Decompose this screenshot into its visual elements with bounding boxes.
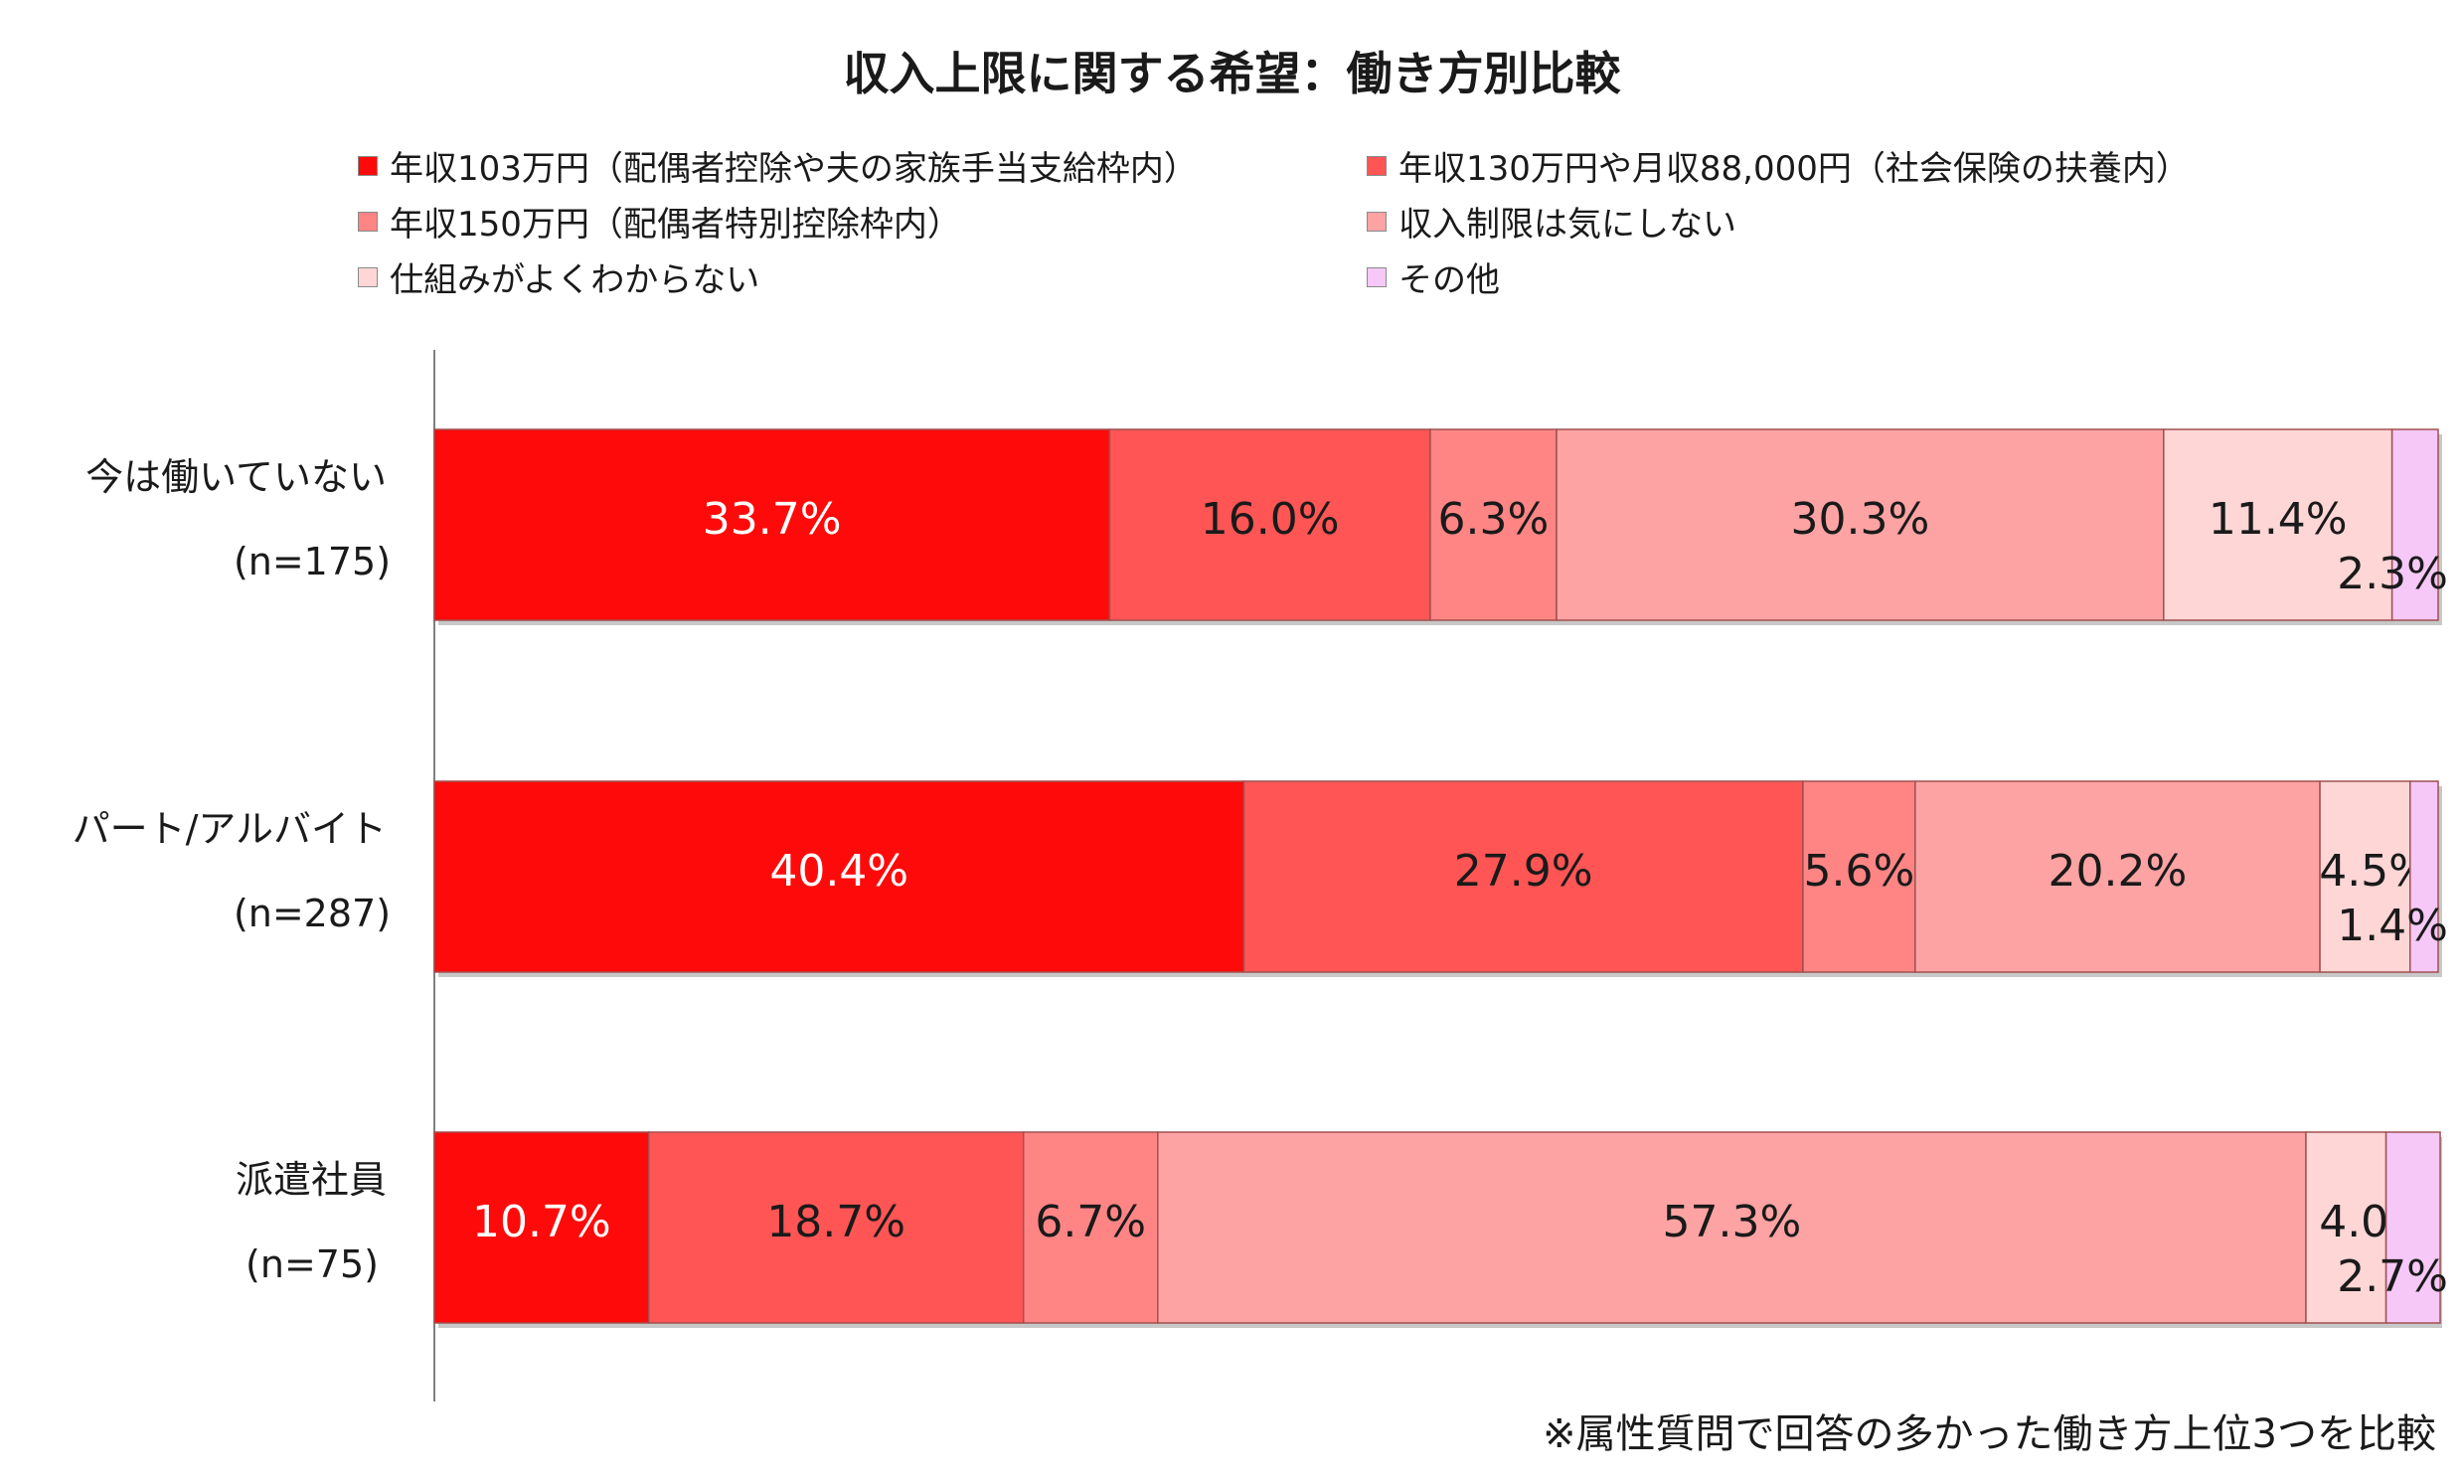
bar-segment (1022, 1131, 1159, 1324)
data-label: 11.4% (2209, 494, 2348, 545)
legend-label: 収入制限は気にしない (1398, 205, 1736, 245)
category-n-label: (n=287) (234, 892, 391, 935)
bar-segment (1157, 1131, 2307, 1324)
data-label: 5.6% (1803, 846, 1914, 897)
bar-segment (1242, 780, 1804, 973)
legend-swatch (358, 155, 378, 176)
data-label: 40.4% (769, 846, 908, 897)
category-label: パート/アルバイト (73, 807, 387, 851)
footnote: ※属性質問で回答の多かった働き方上位3つを比較 (1543, 1411, 2436, 1457)
bar-segment (2163, 428, 2393, 621)
bar-segment (2409, 780, 2439, 973)
data-label: 18.7% (766, 1197, 905, 1247)
bar-segment (1914, 780, 2321, 973)
category-label: 派遣社員 (236, 1158, 387, 1202)
bar-segment (1429, 428, 1558, 621)
legend-item: 年収130万円や月収88,000円（社会保険の扶養内） (1367, 141, 2190, 190)
legend-item: 仕組みがよくわからない (358, 252, 759, 301)
legend-item: 収入制限は気にしない (1367, 197, 1736, 246)
bar-segment (1556, 428, 2165, 621)
data-label: 1.4% (2337, 901, 2448, 951)
bar-segment (433, 780, 1245, 973)
legend-label: 年収130万円や月収88,000円（社会保険の扶養内） (1398, 149, 2190, 189)
bar-segment (1802, 780, 1916, 973)
data-label: 57.3% (1662, 1197, 1801, 1247)
data-label: 30.3% (1790, 494, 1929, 545)
data-label: 33.7% (703, 494, 842, 545)
legend-label: 仕組みがよくわからない (390, 260, 760, 300)
bar-segment (2384, 1131, 2441, 1324)
legend: 年収103万円（配偶者控除や夫の家族手当支給枠内） 年収130万円や月収88,00… (0, 141, 2464, 310)
category-label: 今は働いていない (85, 455, 387, 499)
legend-label: その他 (1398, 260, 1500, 300)
bar-segment (2319, 780, 2411, 973)
category-n-label: (n=75) (246, 1242, 379, 1286)
legend-swatch (1367, 266, 1387, 287)
bar-segment (2390, 428, 2439, 621)
data-label: 2.7% (2337, 1251, 2448, 1302)
data-label: 10.7% (472, 1197, 611, 1247)
data-label: 6.3% (1438, 494, 1550, 545)
legend-swatch (358, 266, 378, 287)
legend-label: 年収150万円（配偶者特別控除枠内） (390, 205, 961, 245)
legend-swatch (1367, 211, 1387, 232)
category-n-label: (n=175) (234, 540, 391, 583)
legend-swatch (1367, 155, 1387, 176)
data-label: 20.2% (2049, 846, 2188, 897)
bar-segment (433, 428, 1111, 621)
data-label: 27.9% (1454, 846, 1593, 897)
bar-segment (1108, 428, 1431, 621)
data-label: 2.3% (2337, 549, 2448, 599)
legend-item: 年収103万円（配偶者控除や夫の家族手当支給枠内） (358, 141, 1198, 190)
data-label: 16.0% (1201, 494, 1340, 545)
bar-segment (647, 1131, 1025, 1324)
data-label: 6.7% (1035, 1197, 1146, 1247)
chart-title: 収入上限に関する希望：働き方別比較 (843, 47, 1621, 100)
legend-swatch (358, 211, 378, 232)
bar-segment (2305, 1131, 2387, 1324)
bar-segment (433, 1131, 650, 1324)
legend-label: 年収103万円（配偶者控除や夫の家族手当支給枠内） (390, 149, 1198, 189)
legend-item: その他 (1367, 252, 1500, 301)
legend-item: 年収150万円（配偶者特別控除枠内） (358, 197, 961, 246)
